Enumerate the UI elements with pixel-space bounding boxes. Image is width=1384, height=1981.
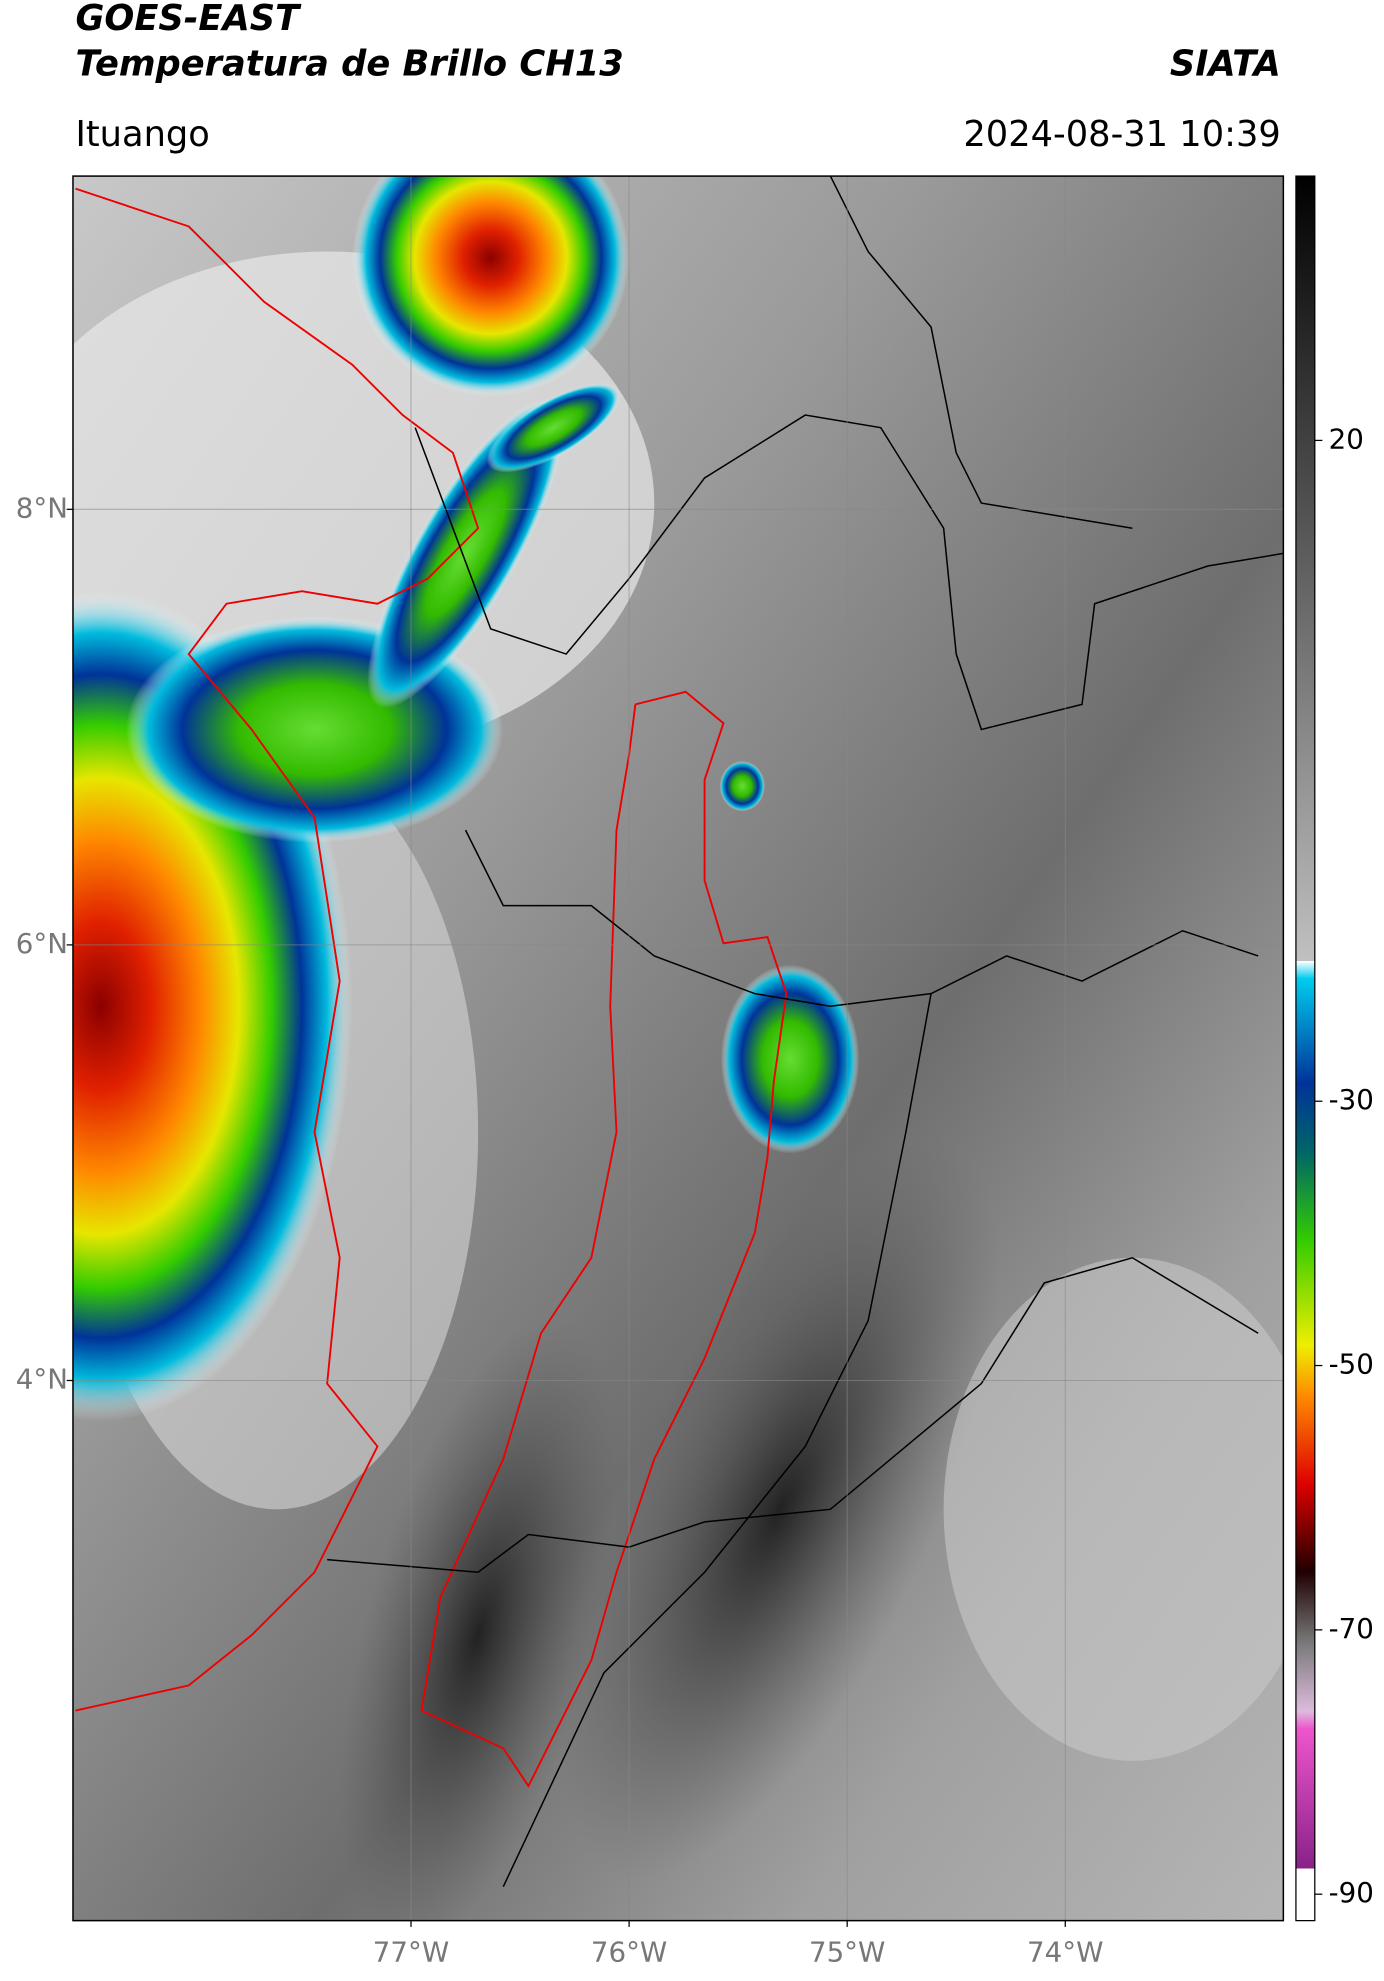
lon-tick-label: 74°W [1027,1935,1103,1968]
colorbar [1295,175,1316,1922]
org: SIATA [1170,43,1281,84]
lon-tick-label: 76°W [591,1935,667,1968]
colorbar-tick-label: -90 [1329,1876,1374,1909]
subtitle: Temperatura de Brillo CH13 [75,43,623,84]
colorbar-tick-label: -50 [1329,1348,1374,1381]
lat-tick-label: 6°N [16,927,68,960]
colorbar-tick-label: -30 [1329,1083,1374,1116]
datetime: 2024-08-31 10:39 [963,114,1280,155]
place: Ituango [75,114,209,155]
title: GOES-EAST [75,0,302,39]
lat-tick-label: 4°N [16,1362,68,1395]
colorbar-tick-label: 20 [1329,422,1364,455]
lon-tick-label: 75°W [809,1935,885,1968]
lon-tick-label: 77°W [373,1935,449,1968]
map-frame [72,175,1285,1922]
map-image [72,176,1284,1921]
lat-tick-label: 8°N [16,491,68,524]
colorbar-tick-label: -70 [1329,1612,1374,1645]
